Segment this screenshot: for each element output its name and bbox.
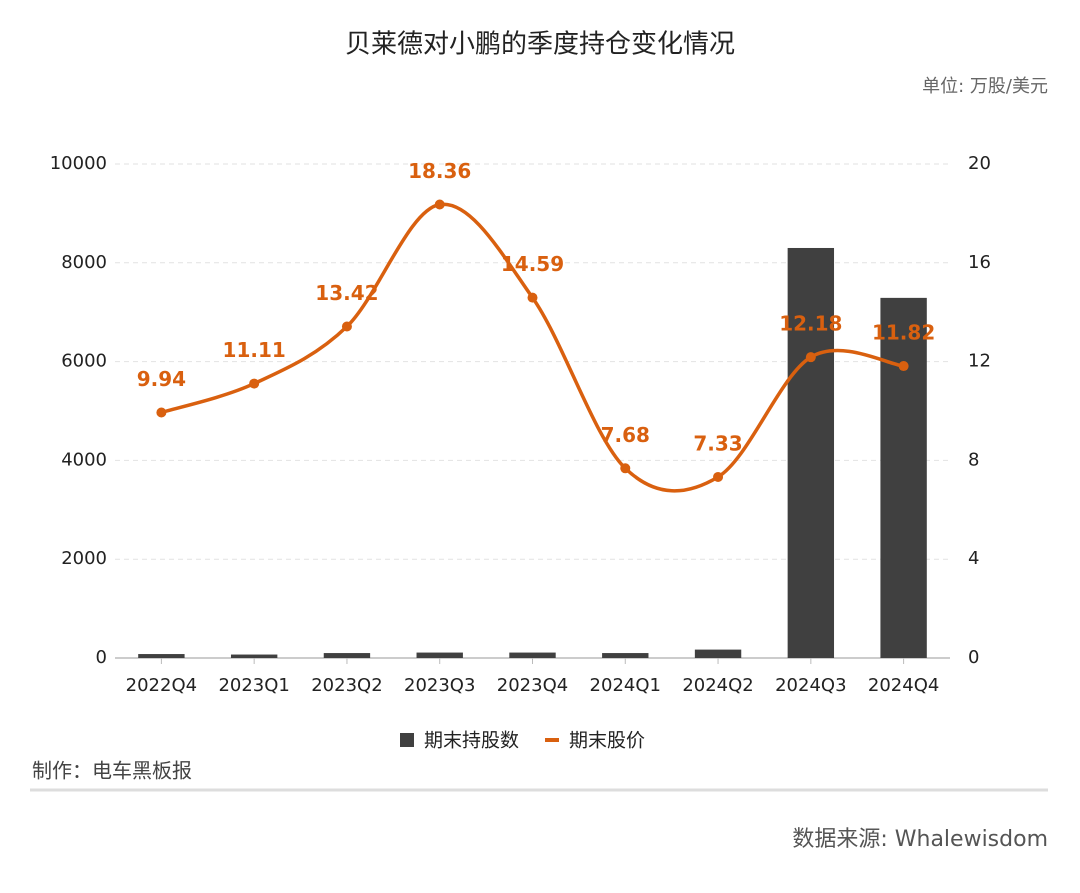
data-label: 14.59 xyxy=(501,252,564,276)
line-point xyxy=(620,463,631,474)
y2-tick-label: 4 xyxy=(968,548,979,569)
x-tick-label: 2024Q1 xyxy=(590,675,661,696)
data-label: 7.68 xyxy=(601,423,650,447)
data-label: 7.33 xyxy=(693,431,742,455)
bar xyxy=(694,649,742,658)
y2-tick-label: 12 xyxy=(968,351,991,372)
x-tick-label: 2022Q4 xyxy=(126,675,197,696)
y-tick-label: 8000 xyxy=(61,252,107,273)
bar xyxy=(787,247,835,659)
line-point xyxy=(805,352,816,363)
x-tick-label: 2023Q2 xyxy=(311,675,382,696)
y2-tick-label: 20 xyxy=(968,153,991,174)
x-tick-label: 2024Q3 xyxy=(775,675,846,696)
x-tick-label: 2024Q4 xyxy=(868,675,939,696)
y2-tick-label: 8 xyxy=(968,449,979,470)
line-point xyxy=(156,407,167,418)
x-tick-label: 2023Q4 xyxy=(497,675,568,696)
data-label: 12.18 xyxy=(779,312,842,336)
line-point xyxy=(249,378,260,389)
source: 数据来源: Whalewisdom xyxy=(792,827,1048,852)
bar xyxy=(509,652,556,658)
x-tick-label: 2024Q2 xyxy=(682,675,753,696)
line xyxy=(160,202,904,493)
line-point xyxy=(527,292,538,303)
line-point xyxy=(713,471,724,482)
y2-tick-label: 0 xyxy=(968,647,979,668)
chart-title: 贝莱德对小鹏的季度持仓变化情况 xyxy=(345,30,735,60)
legend-label: 期末持股数 xyxy=(424,730,519,752)
unit-note: 单位: 万股/美元 xyxy=(922,76,1048,97)
line-point xyxy=(434,199,445,210)
y-tick-label: 10000 xyxy=(50,153,107,174)
x-tick-label: 2023Q3 xyxy=(404,675,475,696)
x-tick-label: 2023Q1 xyxy=(218,675,289,696)
data-label: 18.36 xyxy=(408,159,471,183)
data-label: 9.94 xyxy=(137,367,186,391)
line-point xyxy=(341,321,352,332)
y-tick-label: 2000 xyxy=(61,548,107,569)
bar xyxy=(323,653,371,658)
bar xyxy=(416,652,463,658)
legend-swatch xyxy=(400,733,414,747)
credit: 制作：电车黑板报 xyxy=(32,759,192,783)
data-label: 11.82 xyxy=(872,321,935,345)
y2-tick-label: 16 xyxy=(968,252,991,273)
bar xyxy=(602,653,649,658)
data-label: 11.11 xyxy=(223,338,286,362)
data-label: 13.42 xyxy=(315,281,378,305)
bar xyxy=(138,654,185,658)
y-tick-label: 6000 xyxy=(61,351,107,372)
y-tick-label: 0 xyxy=(96,647,107,668)
bar xyxy=(880,297,927,658)
legend-label: 期末股价 xyxy=(569,730,645,752)
bar xyxy=(230,654,278,658)
y-tick-label: 4000 xyxy=(61,449,107,470)
line-point xyxy=(898,361,909,372)
